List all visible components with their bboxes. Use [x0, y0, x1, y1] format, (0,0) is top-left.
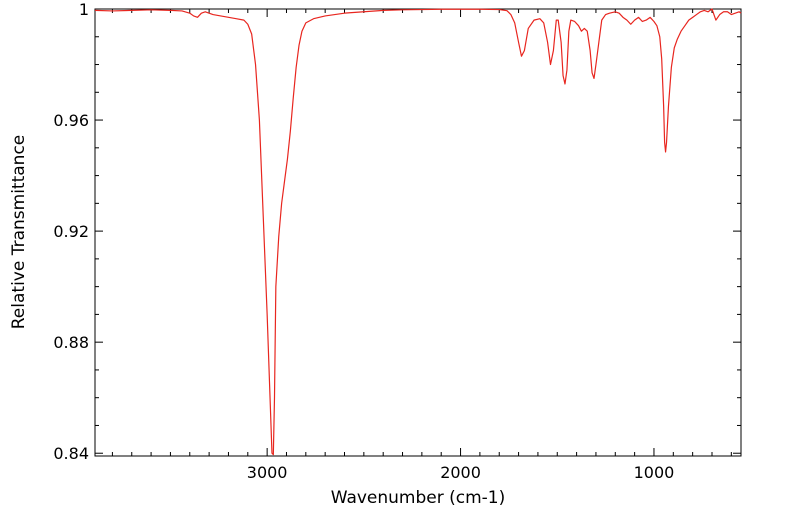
y-tick-label: 0.84	[53, 444, 89, 463]
x-tick-label: 1000	[634, 463, 675, 482]
y-axis-ticks: 0.84 0.88 0.92 0.96 1	[53, 0, 741, 463]
x-axis-title: Wavenumber (cm-1)	[331, 488, 506, 508]
plot-frame	[94, 8, 742, 457]
y-tick-label: 0.92	[53, 222, 89, 241]
y-tick-label: 0.96	[53, 111, 89, 130]
series-layer	[94, 8, 742, 456]
y-tick-label: 0.88	[53, 333, 89, 352]
y-axis-title: Relative Transmittance	[9, 135, 29, 330]
y-tick-label: 1	[79, 0, 89, 19]
x-tick-label: 3000	[247, 463, 288, 482]
plot-area: 3000 2000 1000 0.84 0.88 0.92 0.96 1	[53, 0, 742, 482]
x-tick-label: 2000	[440, 463, 481, 482]
spectrum-line	[94, 8, 742, 456]
x-axis-ticks: 3000 2000 1000	[111, 9, 732, 482]
